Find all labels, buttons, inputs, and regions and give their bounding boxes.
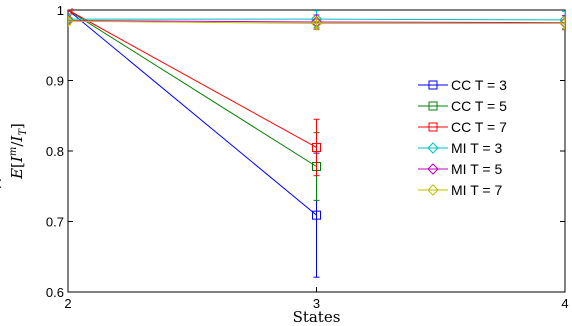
- y-label-close: ]: [8, 123, 26, 129]
- legend-marker: [427, 142, 439, 154]
- y-tick-label: 0.6: [46, 285, 64, 300]
- data-point: [68, 13, 74, 25]
- x-tick-label: 4: [561, 296, 568, 311]
- y-tick-label: 0.7: [46, 215, 64, 230]
- legend-marker: [428, 80, 438, 90]
- legend-entry-1: CC T = 3: [418, 77, 507, 93]
- y-tick-label: 1: [57, 3, 64, 18]
- series-6: [68, 15, 565, 31]
- legend-label: CC T = 5: [451, 98, 507, 114]
- legend-entry-2: CC T = 5: [418, 98, 507, 114]
- data-point: [559, 14, 565, 26]
- legend: CC T = 3 CC T = 5 CC T = 7 MI T = 3 MI T = 5…: [418, 77, 507, 198]
- x-tick-label: 2: [64, 296, 71, 311]
- y-axis-label: E[Im/IT]: [8, 123, 29, 180]
- series-layer: [68, 8, 565, 278]
- y-label-hat: ^: [0, 177, 12, 190]
- legend-label: MI T = 5: [451, 161, 502, 177]
- legend-label: CC T = 3: [451, 77, 507, 93]
- data-point: [312, 210, 321, 220]
- y-label-open: [: [8, 162, 26, 168]
- legend-marker: [428, 101, 438, 111]
- y-label-num: I: [8, 155, 26, 163]
- x-axis-label: States: [293, 308, 341, 326]
- x-tick-label: 3: [313, 296, 320, 311]
- legend-entry-6: MI T = 7: [418, 182, 502, 198]
- y-label-slash: /: [8, 141, 26, 147]
- legend-label: MI T = 3: [451, 140, 502, 156]
- data-point: [68, 15, 74, 27]
- y-tick-label: 0.9: [46, 74, 64, 89]
- legend-entry-5: MI T = 5: [418, 161, 502, 177]
- y-axis-ticks: 0.6 0.7 0.8 0.9 1: [46, 3, 565, 300]
- legend-marker: [428, 122, 438, 132]
- series-line: [68, 9, 317, 148]
- y-label-sup: m: [8, 147, 19, 156]
- data-point: [310, 17, 323, 30]
- legend-marker: [427, 184, 439, 196]
- legend-entry-4: MI T = 3: [418, 140, 502, 156]
- data-point: [312, 142, 321, 152]
- series-line: [68, 9, 317, 216]
- series-3: [68, 8, 321, 177]
- legend-label: CC T = 7: [451, 119, 507, 135]
- y-label-sub: T: [18, 128, 29, 136]
- data-point: [68, 8, 73, 15]
- series-line: [68, 9, 317, 167]
- legend-marker: [427, 163, 439, 175]
- data-point: [559, 17, 565, 30]
- legend-label: MI T = 7: [451, 182, 502, 198]
- y-label-base: E: [8, 168, 26, 180]
- y-label-den: I: [8, 135, 26, 143]
- legend-entry-3: CC T = 7: [418, 119, 507, 135]
- y-tick-label: 0.8: [46, 144, 64, 159]
